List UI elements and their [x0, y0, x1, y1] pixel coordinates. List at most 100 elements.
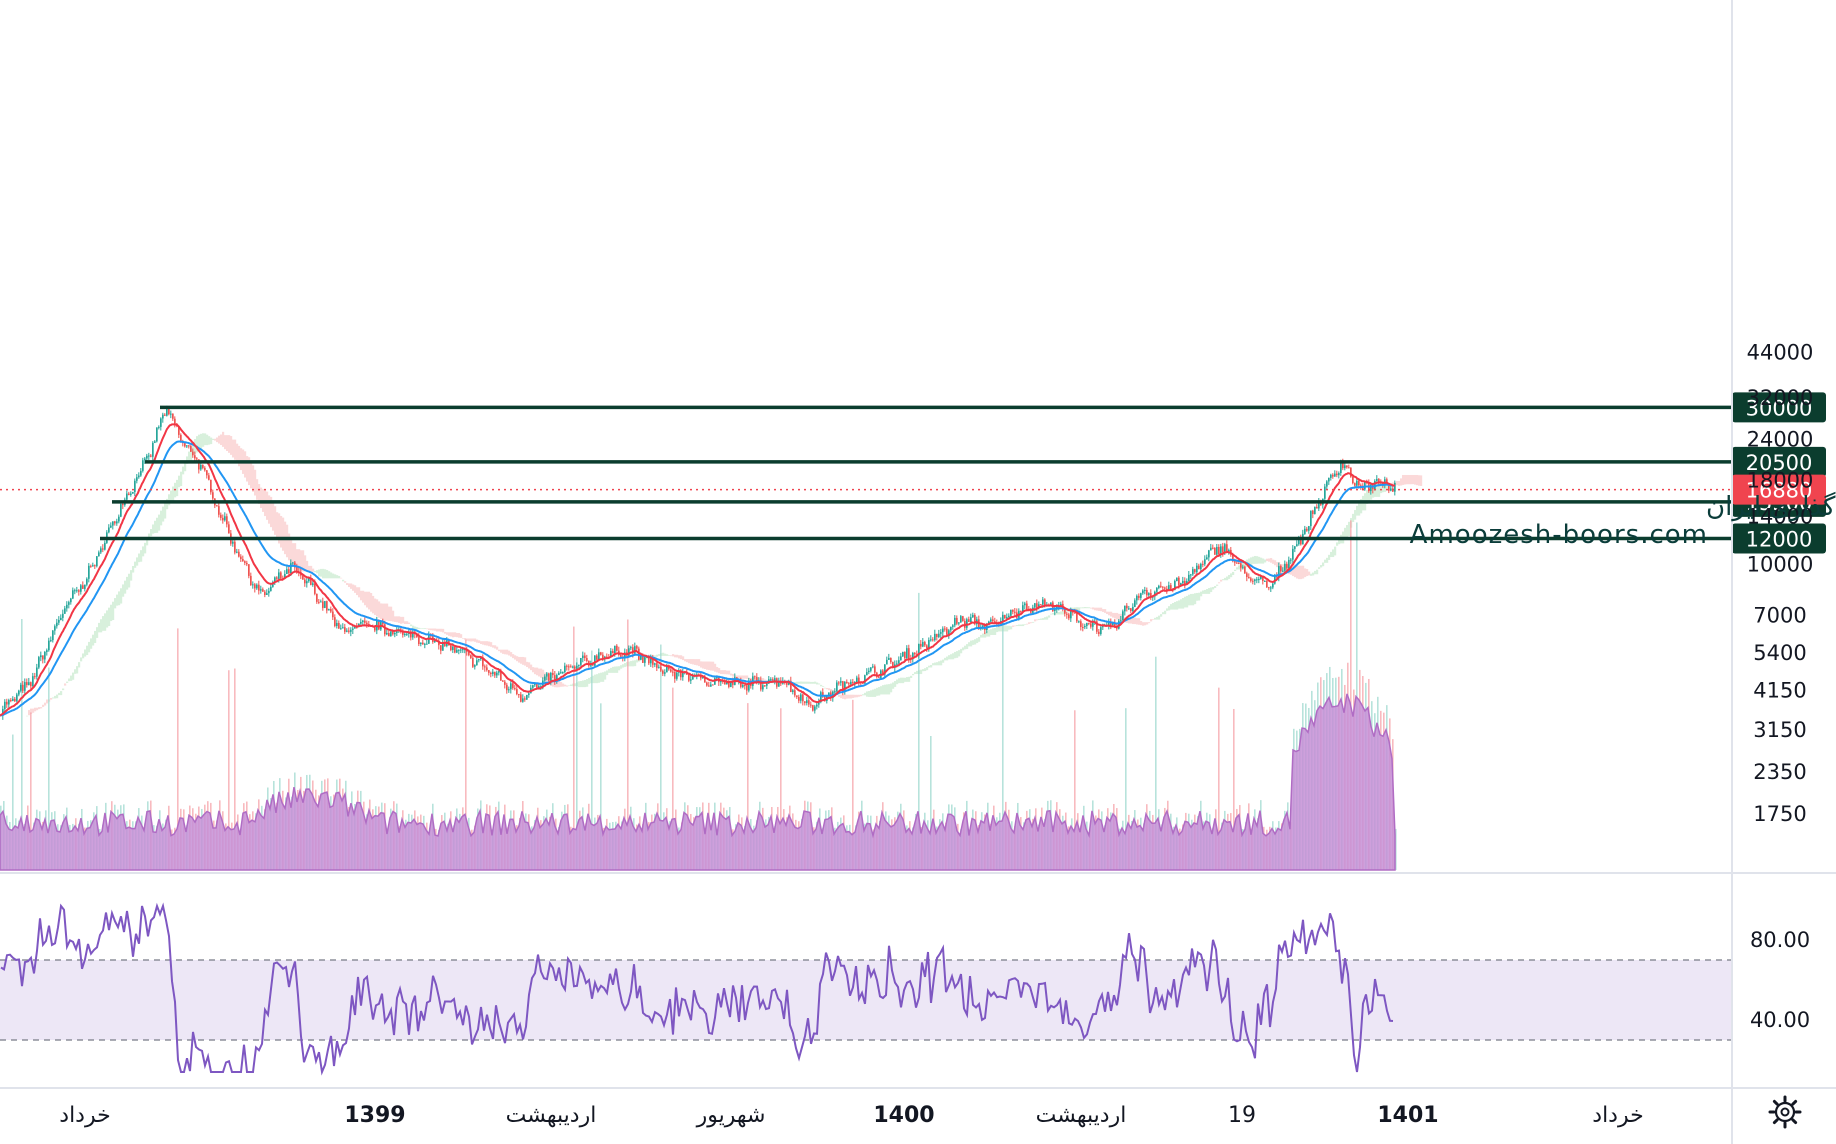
cloud-segment	[1144, 622, 1147, 626]
cloud-segment	[58, 692, 61, 696]
candle-body	[58, 619, 60, 623]
cloud-segment	[1308, 571, 1311, 576]
candle-body	[846, 681, 848, 684]
cloud-segment	[868, 691, 871, 697]
candle-body	[1270, 587, 1272, 589]
volume-bar	[918, 592, 920, 870]
candle-body	[1224, 544, 1226, 553]
cloud-segment	[848, 694, 851, 699]
cloud-segment	[932, 663, 935, 666]
cloud-segment	[144, 542, 147, 554]
candle-body	[1140, 593, 1142, 598]
cloud-segment	[564, 684, 567, 687]
candle-body	[612, 651, 614, 654]
cloud-segment	[1212, 587, 1215, 590]
candle-body	[334, 617, 336, 626]
cloud-segment	[1194, 593, 1197, 605]
candle-body	[286, 569, 288, 575]
cloud-segment	[1322, 562, 1325, 567]
candle-body	[1164, 587, 1166, 589]
candle-body	[240, 556, 242, 560]
cloud-segment	[168, 494, 171, 506]
candle-body	[38, 657, 40, 668]
candle-body	[670, 669, 672, 672]
cloud-segment	[862, 694, 865, 696]
candle-body	[1144, 589, 1146, 591]
cloud-segment	[1216, 584, 1219, 586]
cloud-segment	[1014, 625, 1017, 627]
cloud-segment	[558, 677, 561, 688]
cloud-segment	[350, 583, 353, 589]
cloud-segment	[610, 667, 613, 673]
candle-body	[1054, 609, 1056, 611]
candle-body	[900, 656, 902, 661]
cloud-segment	[708, 661, 711, 671]
cloud-segment	[230, 436, 233, 455]
candle-body	[208, 475, 210, 480]
cloud-segment	[630, 661, 633, 667]
volume-bar	[747, 703, 749, 870]
candle-body	[848, 683, 850, 685]
cloud-segment	[970, 640, 973, 647]
cloud-segment	[158, 514, 161, 531]
cloud-segment	[1326, 557, 1329, 563]
cloud-segment	[318, 569, 321, 577]
cloud-segment	[796, 681, 799, 684]
cloud-segment	[100, 619, 103, 633]
candle-body	[552, 672, 554, 676]
cloud-segment	[692, 659, 695, 665]
candle-body	[1092, 622, 1094, 627]
time-axis[interactable]: خرداد 1399 اردیبهشت شهریور 1400 اردیبهشت 19 140…	[59, 1103, 1643, 1128]
candle-body	[192, 451, 194, 456]
candle-body	[260, 589, 262, 591]
cloud-segment	[294, 543, 297, 569]
cloud-segment	[998, 625, 1001, 632]
cloud-segment	[406, 621, 409, 625]
cloud-segment	[1234, 569, 1237, 572]
candle-body	[202, 464, 204, 468]
candle-body	[204, 467, 206, 471]
candle-body	[800, 694, 802, 701]
cloud-segment	[974, 639, 977, 645]
candle-body	[748, 680, 750, 691]
gear-icon[interactable]	[1768, 1095, 1802, 1129]
candle-body	[84, 584, 86, 589]
cloud-segment	[682, 656, 685, 661]
candle-body	[836, 682, 838, 692]
candle-body	[1200, 563, 1202, 570]
candle-body	[1340, 462, 1342, 474]
cloud-segment	[500, 649, 503, 653]
cloud-segment	[514, 655, 517, 660]
cloud-segment	[1172, 603, 1175, 610]
cloud-segment	[854, 694, 857, 698]
candle-body	[564, 665, 566, 673]
cloud-segment	[538, 668, 541, 677]
candle-body	[118, 516, 120, 522]
candle-body	[406, 633, 408, 635]
candle-body	[1116, 627, 1118, 629]
cloud-segment	[206, 434, 209, 446]
candle-body	[496, 672, 498, 676]
cloud-segment	[880, 686, 883, 695]
cloud-segment	[432, 628, 435, 631]
price-tick-label: 32000	[1747, 386, 1814, 410]
candle-body	[1030, 610, 1032, 613]
candle-body	[584, 655, 586, 659]
candle-body	[512, 683, 514, 689]
cloud-segment	[740, 675, 743, 680]
candle-body	[488, 670, 490, 673]
cloud-segment	[1130, 617, 1133, 624]
cloud-segment	[222, 431, 225, 447]
cloud-segment	[138, 553, 141, 563]
candle-body	[254, 584, 256, 589]
candle-body	[134, 480, 136, 492]
candle-body	[676, 672, 678, 679]
cloud-segment	[1294, 564, 1297, 578]
cloud-segment	[1310, 573, 1313, 576]
candle-body	[740, 680, 742, 687]
candle-body	[168, 407, 170, 415]
cloud-segment	[1200, 591, 1203, 597]
cloud-segment	[266, 491, 269, 520]
cloud-segment	[258, 484, 261, 504]
